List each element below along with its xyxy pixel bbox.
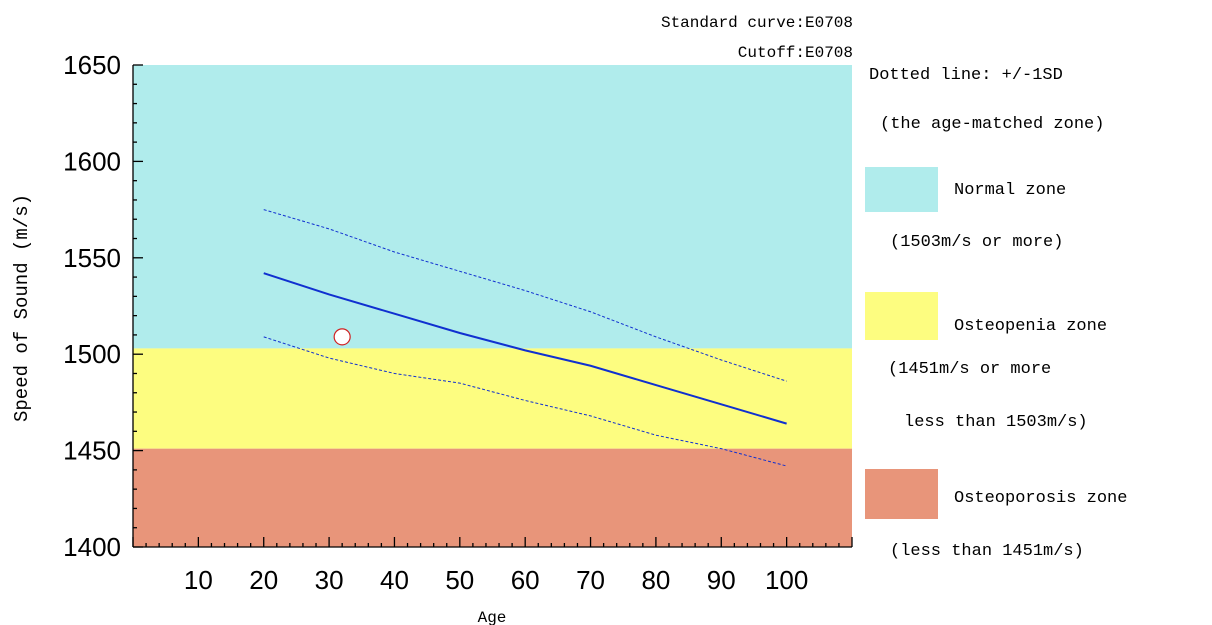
measurement-point <box>333 328 351 346</box>
normal-zone-swatch <box>865 167 938 212</box>
x-tick-label: 90 <box>707 565 736 595</box>
x-axis-label: Age <box>478 609 507 625</box>
x-tick-label: 70 <box>576 565 605 595</box>
osteoporosis-zone-band <box>133 448 852 547</box>
x-tick-labels: 10 20 30 40 50 60 70 80 90 100 <box>184 565 808 595</box>
standard-curve-label: Standard curve:E0708 <box>661 14 853 32</box>
legend-osteopenia-range-1: (1451m/s or more <box>888 360 1051 379</box>
legend-osteoporosis-label: Osteoporosis zone <box>954 489 1127 508</box>
x-tick-label: 50 <box>445 565 474 595</box>
x-tick-label: 30 <box>315 565 344 595</box>
y-axis-label: Speed of Sound (m/s) <box>11 194 33 422</box>
osteoporosis-zone-swatch <box>865 469 938 519</box>
legend-normal-range: (1503m/s or more) <box>890 233 1063 252</box>
upper-sd-curve <box>263 209 787 382</box>
x-tick-label: 100 <box>765 565 808 595</box>
legend-osteopenia-range-2: less than 1503m/s) <box>904 413 1088 432</box>
y-tick-label: 1400 <box>63 532 121 562</box>
legend-osteopenia-label: Osteopenia zone <box>954 317 1107 336</box>
x-tick-label: 10 <box>184 565 213 595</box>
mean-curve <box>263 272 787 425</box>
cutoff-label: Cutoff:E0708 <box>738 44 853 62</box>
x-tick-label: 20 <box>249 565 278 595</box>
x-tick-label: 60 <box>511 565 540 595</box>
osteopenia-zone-swatch <box>865 292 938 340</box>
x-tick-label: 80 <box>641 565 670 595</box>
lower-sd-curve <box>263 336 787 467</box>
legend-osteoporosis-range: (less than 1451m/s) <box>890 542 1084 561</box>
axes <box>132 64 853 548</box>
normal-zone-band <box>133 65 852 349</box>
y-tick-label: 1450 <box>63 436 121 466</box>
osteopenia-zone-band <box>133 348 852 449</box>
legend-age-matched: (the age-matched zone) <box>880 115 1104 134</box>
legend-dotted-line: Dotted line: +/-1SD <box>869 66 1063 85</box>
y-tick-label: 1600 <box>63 146 121 176</box>
y-tick-labels: 1400 1450 1500 1550 1600 1650 <box>63 50 121 562</box>
y-tick-label: 1650 <box>63 50 121 80</box>
y-tick-label: 1500 <box>63 339 121 369</box>
x-tick-label: 40 <box>380 565 409 595</box>
legend-normal-label: Normal zone <box>954 181 1066 200</box>
y-tick-label: 1550 <box>63 243 121 273</box>
